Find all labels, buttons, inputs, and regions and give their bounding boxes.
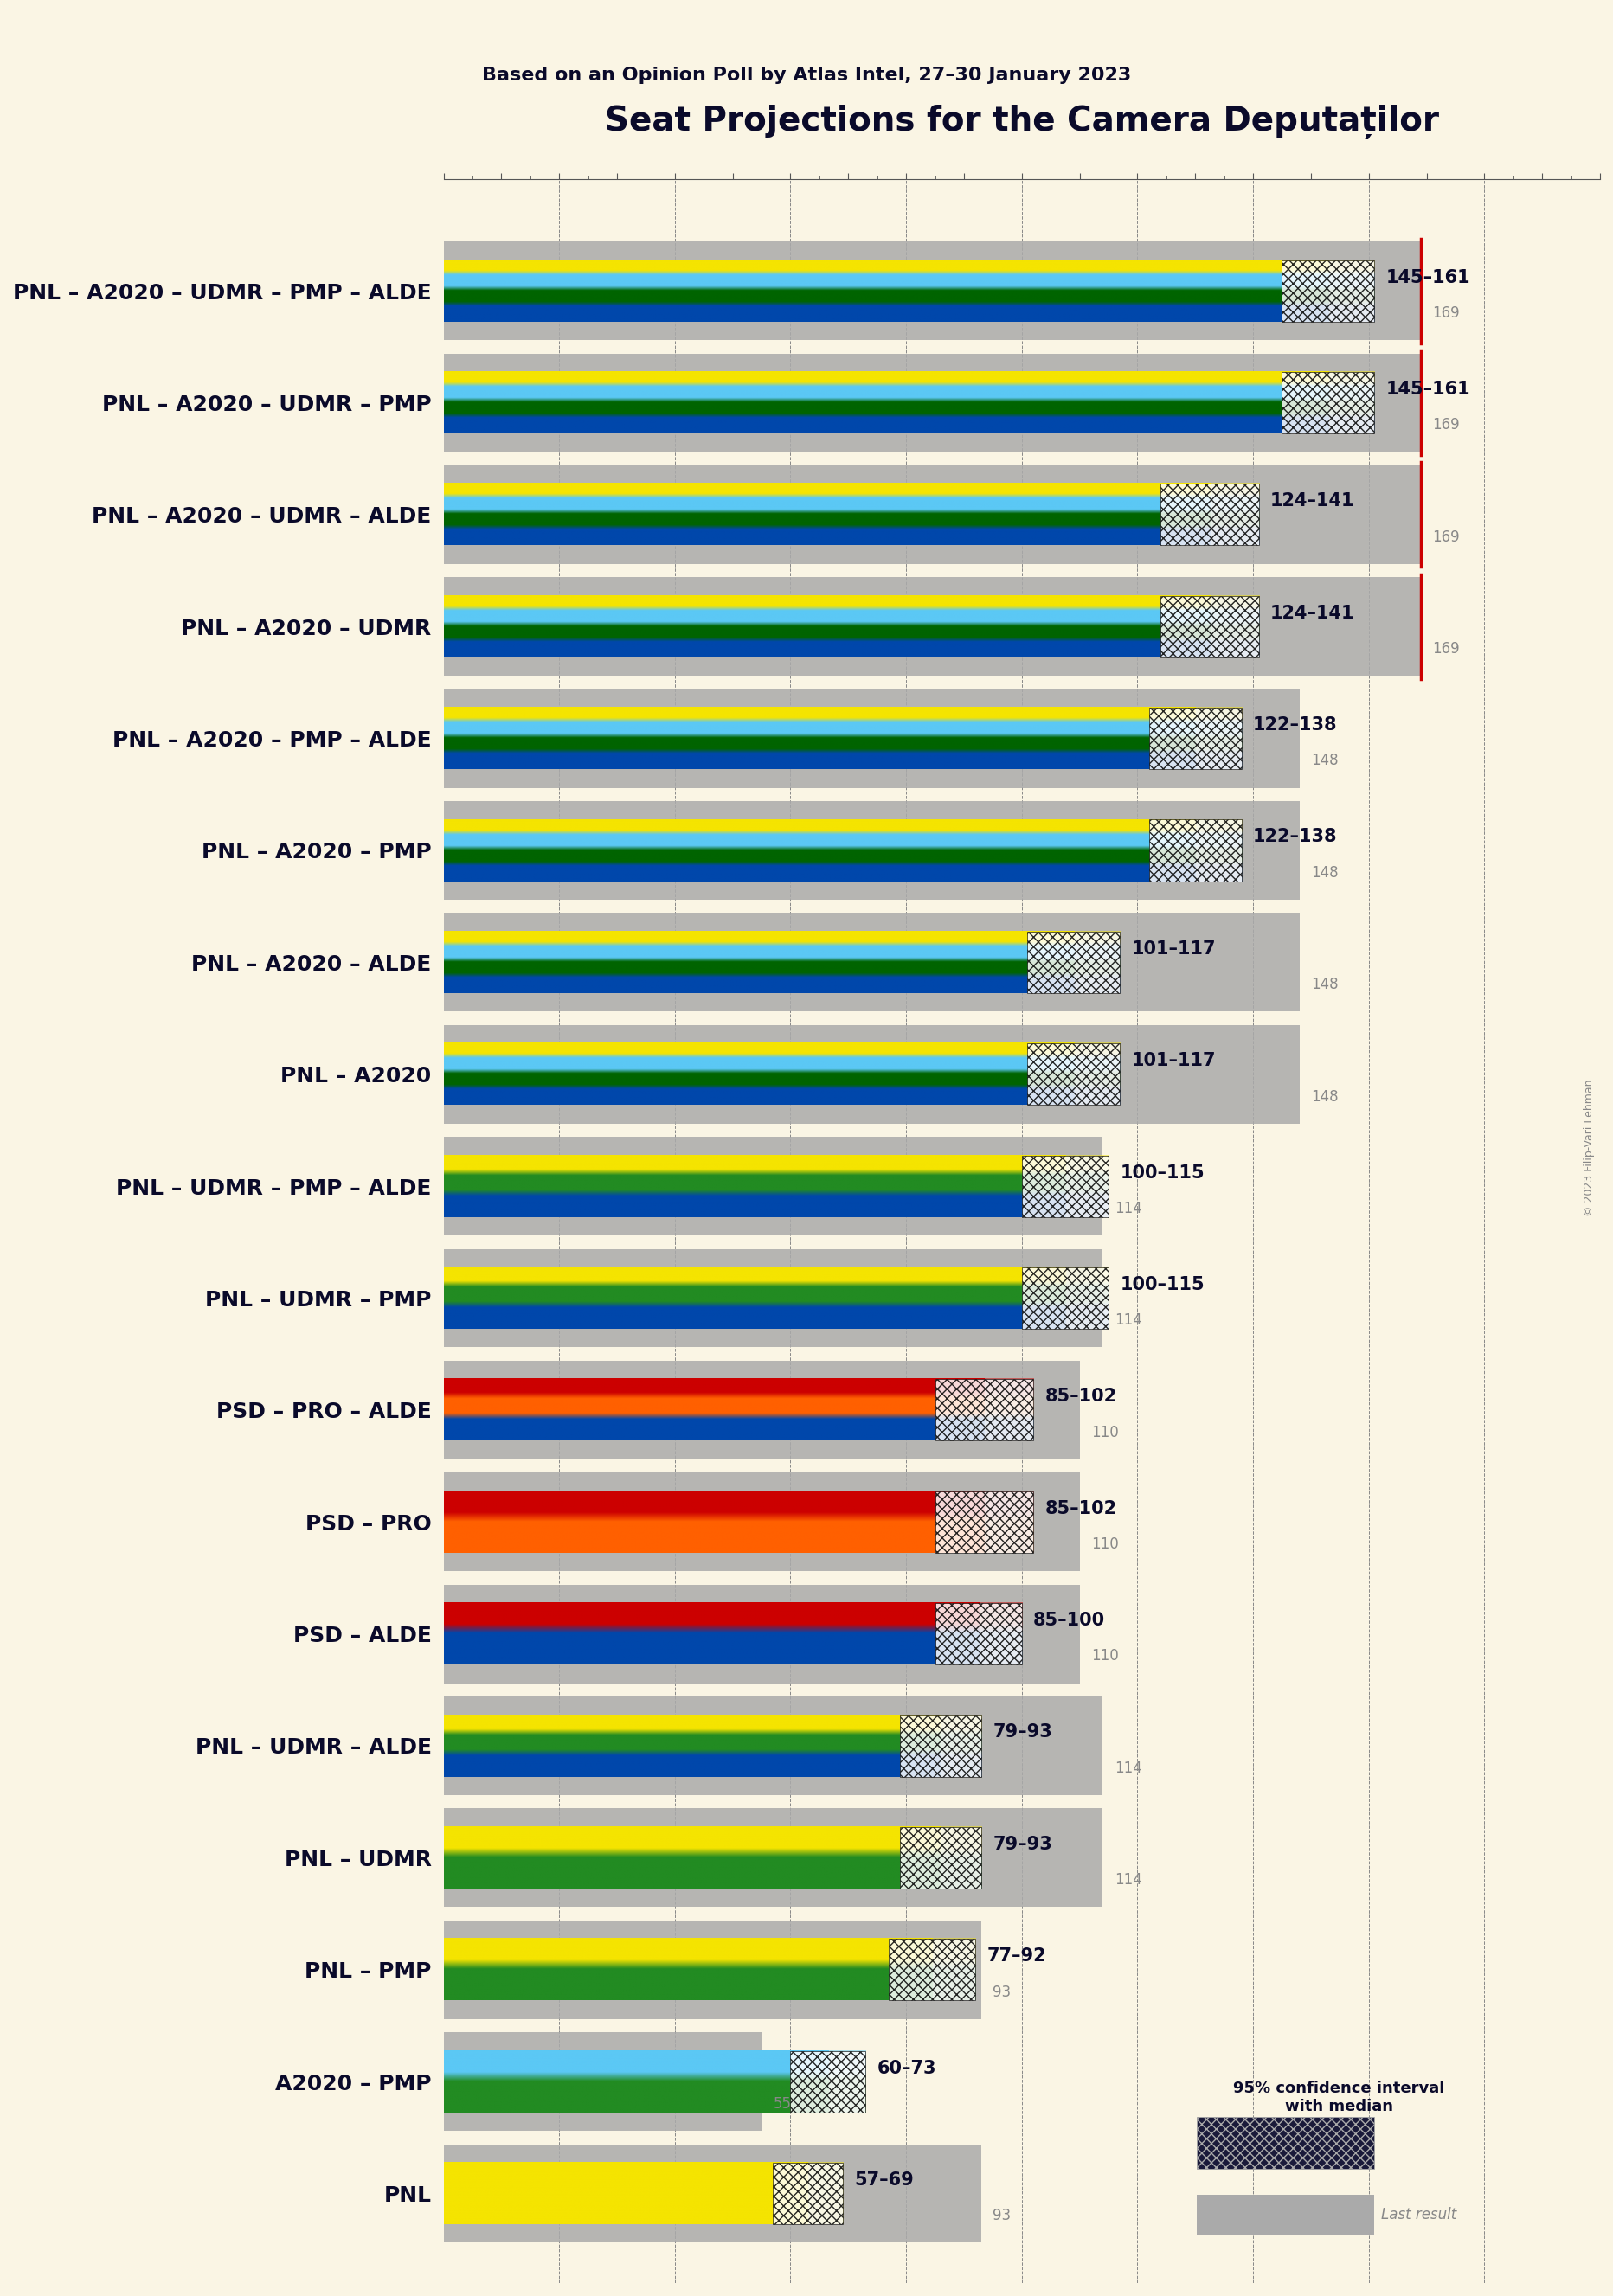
Text: 110: 110 [1090, 1424, 1119, 1440]
Text: 93: 93 [994, 2209, 1011, 2223]
Text: 169: 169 [1432, 418, 1460, 434]
Text: 85–102: 85–102 [1045, 1499, 1116, 1518]
FancyBboxPatch shape [900, 1828, 981, 1890]
FancyBboxPatch shape [936, 1490, 1034, 1552]
Text: Last result: Last result [1381, 2206, 1457, 2223]
Title: Seat Projections for the Camera Deputaților: Seat Projections for the Camera Deputați… [605, 106, 1439, 140]
Bar [444, 1919, 981, 2018]
Text: 114: 114 [1115, 1201, 1142, 1217]
FancyBboxPatch shape [1282, 372, 1374, 434]
FancyBboxPatch shape [773, 2163, 842, 2225]
FancyBboxPatch shape [1197, 2117, 1374, 2167]
Bar [444, 1024, 1300, 1123]
FancyBboxPatch shape [900, 1715, 981, 1777]
Text: 85–100: 85–100 [1034, 1612, 1105, 1630]
Text: 95% confidence interval
with median: 95% confidence interval with median [1232, 2080, 1445, 2115]
Bar [444, 2032, 761, 2131]
Text: 122–138: 122–138 [1253, 716, 1337, 735]
FancyBboxPatch shape [1148, 707, 1242, 769]
Bar [444, 576, 1421, 675]
Bar [444, 1584, 1079, 1683]
Text: 57–69: 57–69 [853, 2172, 913, 2188]
Text: 145–161: 145–161 [1386, 381, 1471, 397]
Text: 100–115: 100–115 [1119, 1277, 1205, 1293]
Bar [444, 689, 1300, 788]
FancyBboxPatch shape [889, 1938, 976, 2000]
Text: 114: 114 [1115, 1761, 1142, 1775]
Text: 148: 148 [1311, 753, 1339, 769]
Text: 100–115: 100–115 [1119, 1164, 1205, 1182]
Text: 114: 114 [1115, 1313, 1142, 1329]
Text: 114: 114 [1115, 1871, 1142, 1887]
Bar [444, 1137, 1103, 1235]
FancyBboxPatch shape [936, 1380, 1034, 1442]
Text: 110: 110 [1090, 1649, 1119, 1665]
Text: 145–161: 145–161 [1386, 269, 1471, 287]
Text: 148: 148 [1311, 976, 1339, 992]
Text: 77–92: 77–92 [987, 1947, 1047, 1965]
Bar [444, 1472, 1079, 1570]
FancyBboxPatch shape [1160, 595, 1258, 657]
Bar [444, 2144, 981, 2243]
Text: © 2023 Filip-Vari Lehman: © 2023 Filip-Vari Lehman [1584, 1079, 1594, 1217]
Text: 110: 110 [1090, 1536, 1119, 1552]
Bar [444, 914, 1300, 1013]
FancyBboxPatch shape [790, 2050, 866, 2112]
Text: 55: 55 [773, 2096, 792, 2112]
Text: 85–102: 85–102 [1045, 1387, 1116, 1405]
Bar [444, 466, 1421, 565]
Bar [444, 241, 1421, 340]
Text: 79–93: 79–93 [994, 1835, 1052, 1853]
FancyBboxPatch shape [1148, 820, 1242, 882]
FancyBboxPatch shape [1021, 1155, 1108, 1217]
FancyBboxPatch shape [1282, 259, 1374, 321]
Text: 124–141: 124–141 [1271, 494, 1355, 510]
FancyBboxPatch shape [1160, 484, 1258, 546]
Bar [444, 1249, 1103, 1348]
Bar [444, 1809, 1103, 1908]
FancyBboxPatch shape [1021, 1267, 1108, 1329]
Bar [444, 1362, 1079, 1460]
FancyBboxPatch shape [936, 1603, 1021, 1665]
Text: 169: 169 [1432, 528, 1460, 544]
Text: 101–117: 101–117 [1132, 1052, 1216, 1070]
Bar [444, 801, 1300, 900]
Text: 148: 148 [1311, 866, 1339, 882]
FancyBboxPatch shape [1027, 1042, 1119, 1104]
Text: 124–141: 124–141 [1271, 604, 1355, 622]
Text: 93: 93 [994, 1984, 1011, 2000]
Text: 101–117: 101–117 [1132, 941, 1216, 957]
Text: 122–138: 122–138 [1253, 829, 1337, 845]
FancyBboxPatch shape [1027, 932, 1119, 994]
Text: 169: 169 [1432, 641, 1460, 657]
Text: 148: 148 [1311, 1088, 1339, 1104]
FancyBboxPatch shape [1197, 2195, 1374, 2236]
Text: 79–93: 79–93 [994, 1724, 1052, 1740]
Bar [444, 1697, 1103, 1795]
Text: Based on an Opinion Poll by Atlas Intel, 27–30 January 2023: Based on an Opinion Poll by Atlas Intel,… [482, 67, 1131, 85]
Bar [444, 354, 1421, 452]
Text: 169: 169 [1432, 305, 1460, 321]
Text: 60–73: 60–73 [877, 2060, 937, 2078]
